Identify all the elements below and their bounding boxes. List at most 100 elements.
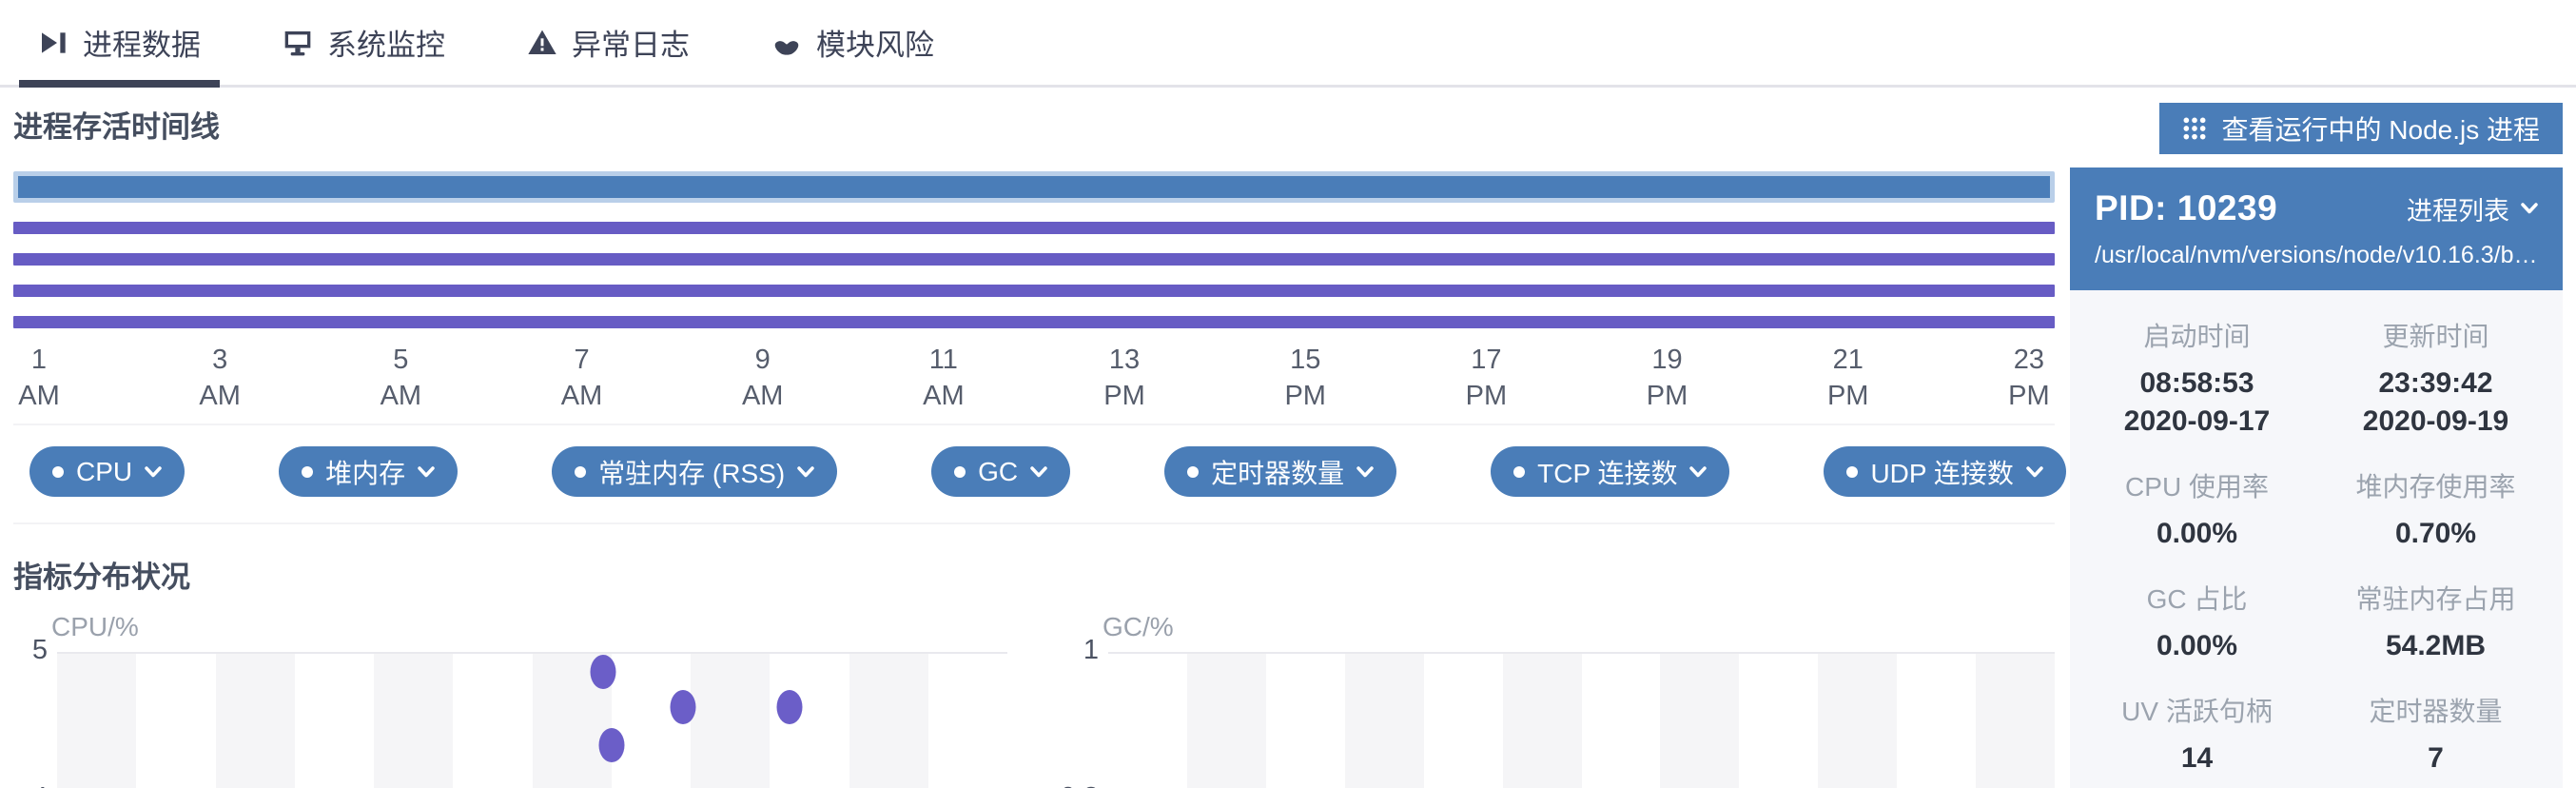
filter-label: GC <box>978 456 1019 486</box>
stat-value: 0.70% <box>2394 518 2477 549</box>
grid-band <box>849 654 928 788</box>
grid-band <box>1108 654 1187 788</box>
filter-pill-常驻内存 (RSS)[interactable]: 常驻内存 (RSS) <box>552 446 838 497</box>
tab-进程数据[interactable]: 进程数据 <box>19 0 220 88</box>
stat-UV 活跃句柄: UV 活跃句柄 14 <box>2078 694 2316 778</box>
dot-icon <box>1846 465 1859 478</box>
pid-value: PID: 10239 <box>2095 188 2278 227</box>
axis-label-23PM: 23 PM <box>2008 345 2050 411</box>
filter-pill-CPU[interactable]: CPU <box>29 446 185 497</box>
view-processes-label: 查看运行中的 Node.js 进程 <box>2221 115 2541 145</box>
timeline-bar[interactable] <box>13 222 2055 234</box>
stat-GC 占比: GC 占比 0.00% <box>2078 581 2316 665</box>
timeline-bar[interactable] <box>13 253 2055 266</box>
axis-label-15PM: 15 PM <box>1284 345 1326 411</box>
tab-系统监控[interactable]: 系统监控 <box>263 0 464 85</box>
scatter-point <box>670 690 696 725</box>
timeline-bar[interactable] <box>13 285 2055 297</box>
divider <box>13 522 2055 524</box>
tab-label: 进程数据 <box>83 29 201 62</box>
process-path: /usr/local/nvm/versions/node/v10.16.3/b… <box>2095 242 2538 268</box>
stat-label: CPU 使用率 <box>2125 472 2269 502</box>
chevron-down-icon <box>1030 465 1047 477</box>
axis-label-11AM: 11 AM <box>923 345 965 411</box>
filter-pill-GC[interactable]: GC <box>931 446 1071 497</box>
monitor-icon <box>283 28 313 58</box>
grid-band <box>215 654 295 788</box>
dot-icon <box>1513 465 1526 478</box>
dot-icon <box>302 465 314 478</box>
stat-value: 23:39:42 2020-09-19 <box>2362 367 2509 437</box>
chart-title: GC/% <box>1103 612 1174 641</box>
timeline-bar-fill <box>18 176 2050 198</box>
divider <box>13 424 2055 425</box>
play-bar-icon <box>38 28 68 58</box>
grid-band <box>374 654 454 788</box>
right-column: 查看运行中的 Node.js 进程 PID: 10239 进程列表 /usr/l… <box>2070 103 2563 788</box>
filter-label: 常驻内存 (RSS) <box>598 458 786 488</box>
process-detail-panel: PID: 10239 进程列表 /usr/local/nvm/versions/… <box>2070 167 2563 788</box>
grid-band <box>1344 654 1424 788</box>
chevron-down-icon <box>418 465 435 477</box>
tab-bar: 进程数据 系统监控 异常日志 模块风险 <box>0 0 2576 88</box>
tab-模块风险[interactable]: 模块风险 <box>752 0 953 85</box>
axis-label-9AM: 9 AM <box>741 345 784 411</box>
axis-label-17PM: 17 PM <box>1465 345 1508 411</box>
process-stats-grid: 启动时间 08:58:53 2020-09-17 更新时间 23:39:42 2020-0… <box>2070 290 2563 788</box>
stat-value: 7 <box>2428 742 2444 774</box>
tab-label: 系统监控 <box>327 29 445 62</box>
stat-value: 0.00% <box>2156 518 2238 549</box>
chart-CPU/%: CPU/%54 <box>13 612 1007 788</box>
distribution-charts: CPU/%54GC/%10.8 <box>13 612 2056 788</box>
y-axis: 54 <box>13 635 57 788</box>
grid-band <box>1266 654 1345 788</box>
filter-pill-定时器数量[interactable]: 定时器数量 <box>1164 446 1397 497</box>
scatter-point <box>590 655 616 690</box>
y-tick-max: 1 <box>1083 634 1099 665</box>
stat-label: GC 占比 <box>2146 584 2248 614</box>
grid-band <box>453 654 532 788</box>
stat-堆内存使用率: 堆内存使用率 0.70% <box>2316 469 2555 553</box>
filter-pill-UDP 连接数[interactable]: UDP 连接数 <box>1824 446 2066 497</box>
metric-filter-row: CPU 堆内存 常驻内存 (RSS) GC 定时器数量 TCP 连接数 UDP 连接数 <box>29 446 2066 497</box>
tab-异常日志[interactable]: 异常日志 <box>508 0 709 85</box>
timeline-section-title: 进程存活时间线 <box>13 110 220 144</box>
stat-label: 常驻内存占用 <box>2355 584 2516 614</box>
stat-启动时间: 启动时间 08:58:53 2020-09-17 <box>2078 319 2316 441</box>
filter-pill-TCP 连接数[interactable]: TCP 连接数 <box>1491 446 1730 497</box>
chevron-down-icon <box>797 465 814 477</box>
stat-value: 54.2MB <box>2385 630 2487 661</box>
stat-常驻内存占用: 常驻内存占用 54.2MB <box>2316 581 2555 665</box>
grid-band <box>57 654 137 788</box>
stat-label: 启动时间 <box>2143 322 2251 351</box>
axis-label-5AM: 5 AM <box>380 345 422 411</box>
plot-area <box>1108 652 2056 788</box>
chevron-down-icon <box>2521 203 2538 214</box>
stat-value: 08:58:53 2020-09-17 <box>2123 367 2271 437</box>
chevron-down-icon <box>2026 465 2043 477</box>
stat-定时器数量: 定时器数量 7 <box>2316 694 2555 778</box>
grid-band <box>1976 654 2056 788</box>
view-processes-button[interactable]: 查看运行中的 Node.js 进程 <box>2158 103 2563 154</box>
filter-label: UDP 连接数 <box>1870 458 2014 488</box>
filter-label: CPU <box>76 456 133 486</box>
filter-label: 定时器数量 <box>1211 458 1345 488</box>
chevron-down-icon <box>145 465 162 477</box>
grid-band <box>1502 654 1582 788</box>
stat-label: 更新时间 <box>2382 322 2489 351</box>
stat-label: 定时器数量 <box>2369 697 2503 726</box>
stat-value: 0.00% <box>2156 630 2238 661</box>
filter-pill-堆内存[interactable]: 堆内存 <box>279 446 459 497</box>
stat-label: UV 活跃句柄 <box>2121 697 2273 726</box>
timeline-bar-selected[interactable] <box>13 171 2055 203</box>
grid-band <box>691 654 771 788</box>
tab-label: 异常日志 <box>572 29 690 62</box>
grid-band <box>1660 654 1740 788</box>
main-content: 进程存活时间线 1 AM 3 AM 5 AM 7 AM 9 AM 11 AM 13 PM 15 PM 17 PM 1… <box>0 88 2576 788</box>
grid-band <box>136 654 215 788</box>
process-list-label: 进程列表 <box>2407 196 2509 226</box>
timeline-bar[interactable] <box>13 316 2055 328</box>
process-list-dropdown[interactable]: 进程列表 <box>2407 190 2538 227</box>
axis-label-7AM: 7 AM <box>560 345 603 411</box>
stat-更新时间: 更新时间 23:39:42 2020-09-19 <box>2316 319 2555 441</box>
